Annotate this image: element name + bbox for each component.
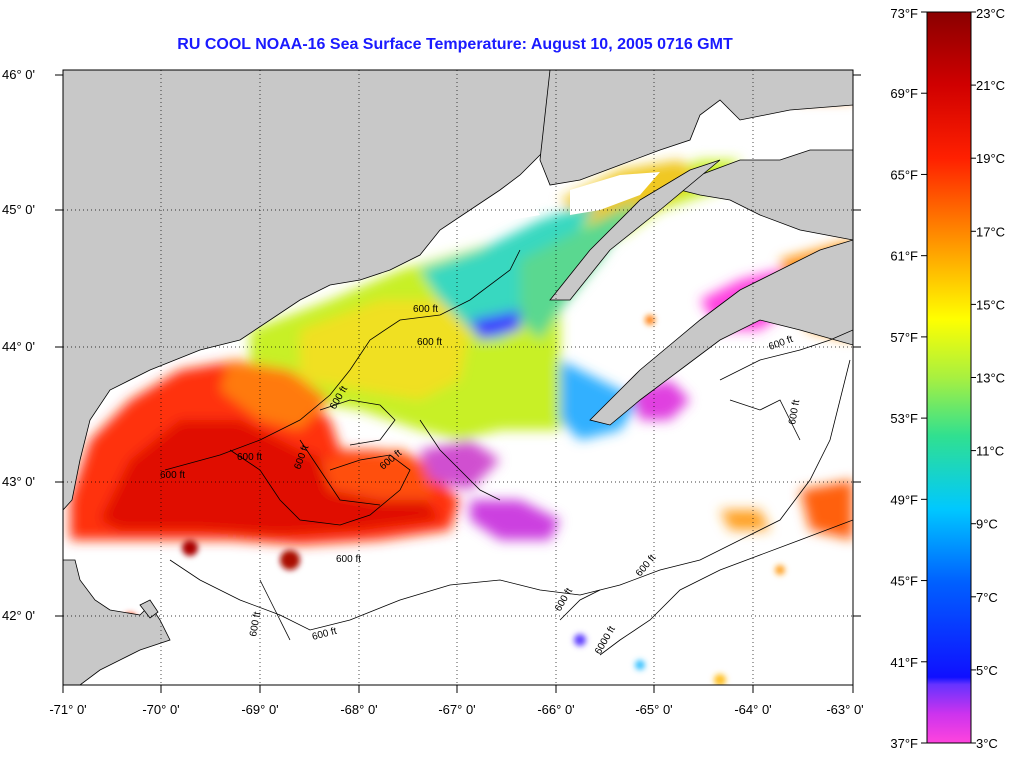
lon-label: -67° 0' (438, 702, 475, 717)
colorbar-celsius-label: 23°C (976, 6, 1005, 21)
colorbar-fahrenheit-label: 69°F (890, 86, 918, 101)
colorbar-celsius-label: 3°C (976, 736, 998, 751)
colorbar-fahrenheit-label: 73°F (890, 6, 918, 21)
contour-label: 600 ft (413, 304, 438, 315)
colorbar-fahrenheit-label: 41°F (890, 655, 918, 670)
colorbar-fahrenheit-label: 37°F (890, 736, 918, 751)
lon-label: -63° 0' (826, 702, 863, 717)
colorbar: 73°F 69°F 65°F 61°F 57°F 53°F 49°F 45°F 41°F 37°F… (890, 6, 1005, 751)
lat-label: 45° 0' (2, 202, 35, 217)
colorbar-fahrenheit-label: 53°F (890, 411, 918, 426)
lon-label: -69° 0' (241, 702, 278, 717)
lat-label: 42° 0' (2, 608, 35, 623)
colorbar-fahrenheit-label: 49°F (890, 492, 918, 507)
axis-ticks (55, 74, 861, 693)
lon-label: -70° 0' (142, 702, 179, 717)
lon-label: -65° 0' (635, 702, 672, 717)
plot-frame (62, 69, 854, 686)
map-title: RU COOL NOAA-16 Sea Surface Temperature:… (177, 36, 733, 53)
lat-label: 43° 0' (2, 474, 35, 489)
contour-label: 600 ft (160, 470, 185, 481)
colorbar-fahrenheit-label: 65°F (890, 167, 918, 182)
graticule (63, 70, 853, 685)
lat-label: 44° 0' (2, 339, 35, 354)
colorbar-fahrenheit-label: 61°F (890, 249, 918, 264)
colorbar-celsius-label: 19°C (976, 151, 1005, 166)
colorbar-celsius-label: 21°C (976, 78, 1005, 93)
colorbar-celsius-label: 11°C (976, 444, 1004, 459)
lat-label: 46° 0' (2, 67, 35, 82)
lon-label: -66° 0' (537, 702, 574, 717)
colorbar-fahrenheit-label: 45°F (890, 574, 918, 589)
colorbar-celsius-label: 13°C (976, 371, 1005, 386)
colorbar-celsius-label: 5°C (976, 663, 998, 678)
colorbar-celsius-label: 17°C (976, 224, 1005, 239)
latitude-labels: 46° 0' 45° 0' 44° 0' 43° 0' 42° 0' (2, 67, 35, 623)
lon-label: -68° 0' (340, 702, 377, 717)
longitude-labels: -71° 0' -70° 0' -69° 0' -68° 0' -67° 0' … (49, 702, 863, 717)
contour-label: 600 ft (248, 611, 263, 638)
colorbar-fahrenheit-label: 57°F (890, 330, 918, 345)
colorbar-celsius-label: 9°C (976, 517, 998, 532)
lon-label: -64° 0' (734, 702, 771, 717)
contour-label: 600 ft (336, 554, 361, 565)
contour-label: 600 ft (787, 399, 802, 426)
colorbar-gradient (926, 11, 972, 744)
colorbar-celsius-label: 7°C (976, 590, 998, 605)
lon-label: -71° 0' (49, 702, 86, 717)
contour-label: 600 ft (417, 337, 442, 348)
contour-label: 600 ft (237, 452, 262, 463)
isobaths (164, 249, 853, 656)
colorbar-celsius-label: 15°C (976, 297, 1005, 312)
land (63, 70, 853, 685)
